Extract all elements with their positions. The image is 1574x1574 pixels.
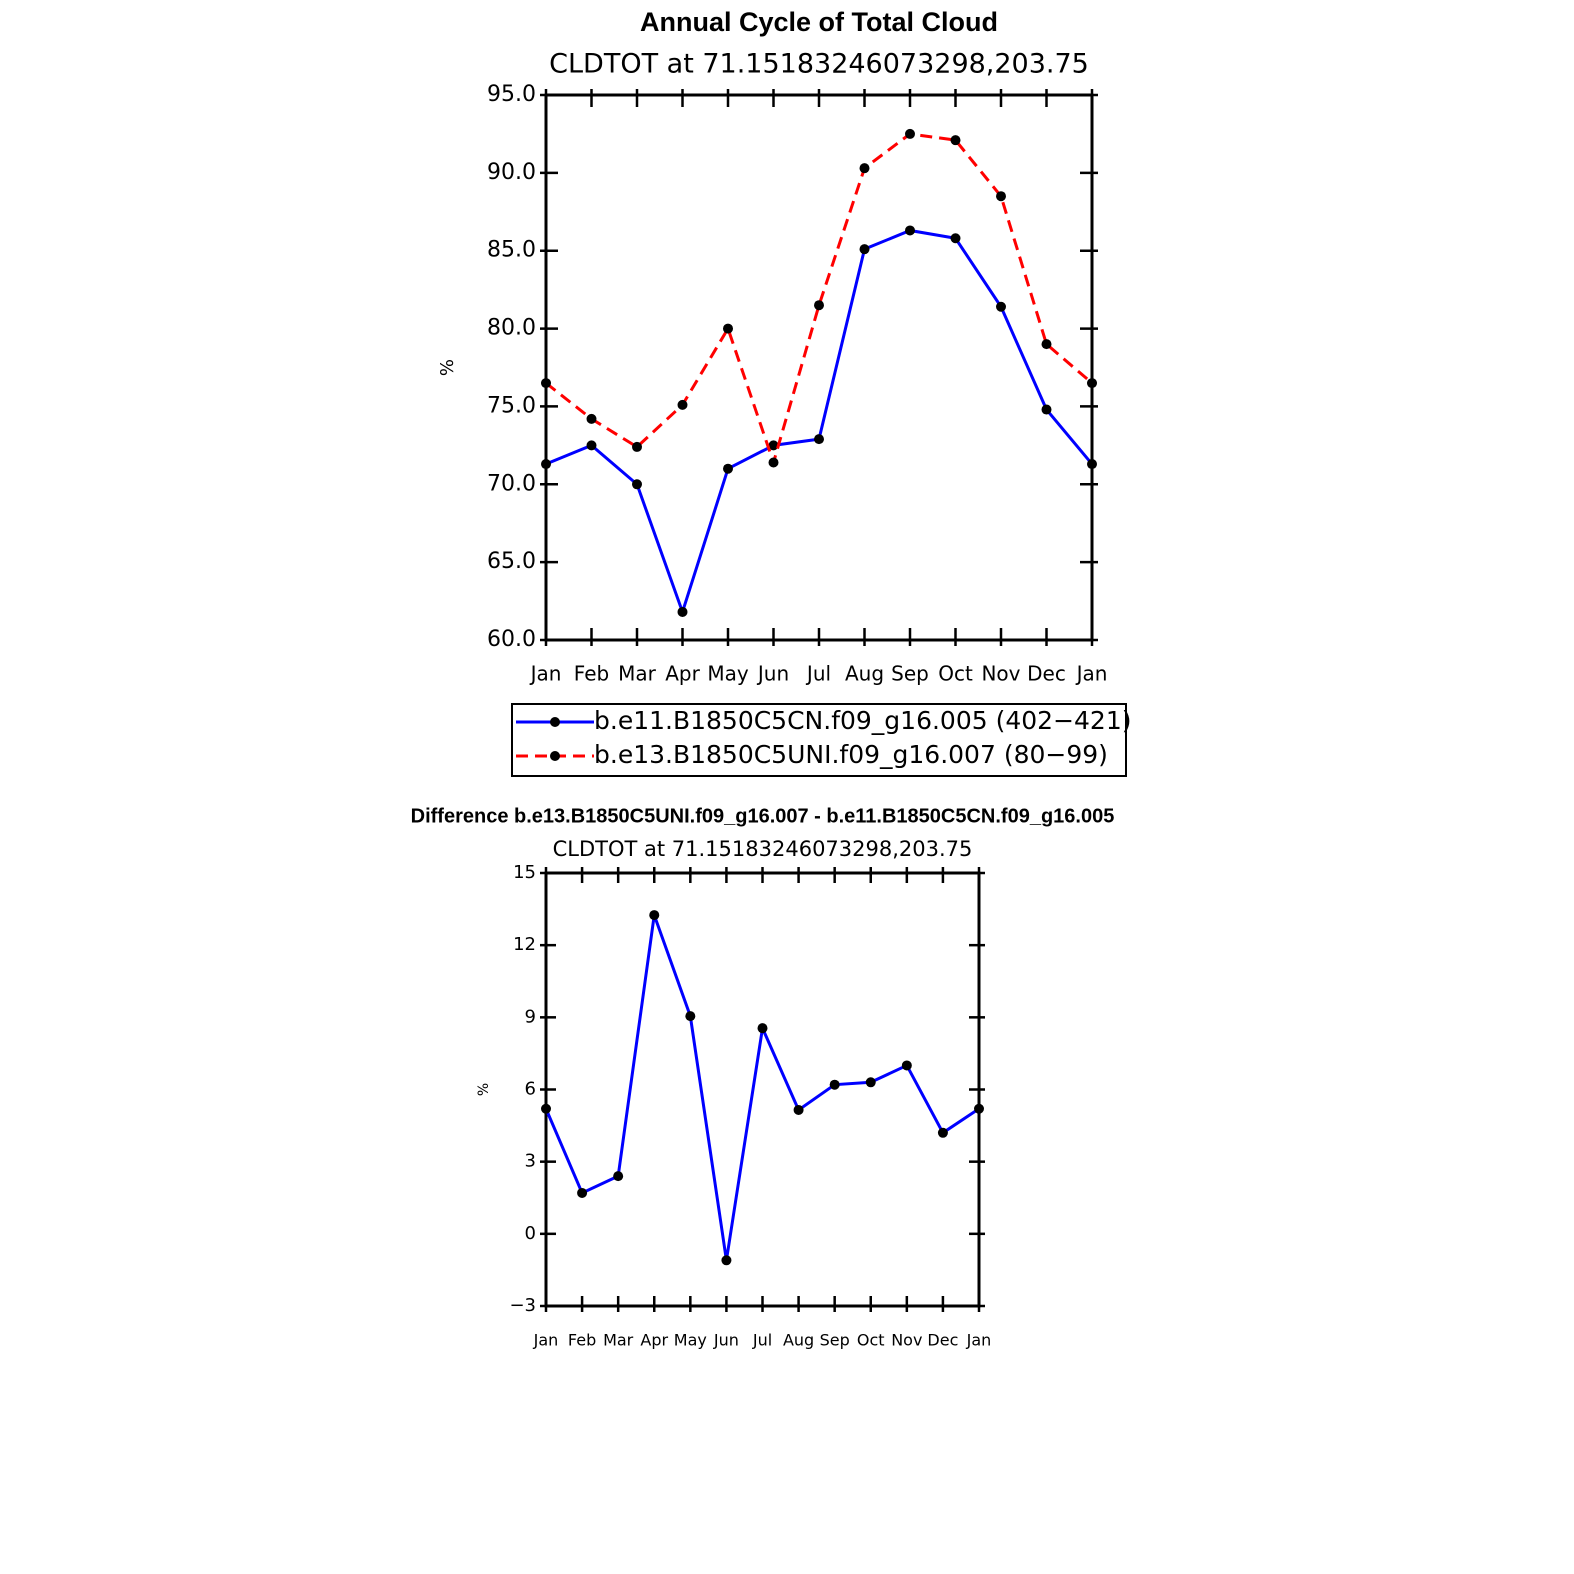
x-tick-label: Apr	[665, 662, 700, 686]
data-point	[541, 1103, 551, 1114]
data-point	[677, 606, 688, 617]
data-point	[685, 1011, 696, 1022]
data-point	[905, 225, 915, 236]
x-tick-label: Aug	[845, 662, 884, 686]
y-tick-label: 85.0	[487, 238, 536, 263]
data-point	[859, 244, 870, 255]
data-point	[649, 910, 660, 921]
data-point	[721, 1255, 732, 1266]
data-point	[901, 1060, 912, 1071]
data-point	[677, 399, 688, 410]
x-tick-label: Oct	[938, 662, 973, 686]
x-tick-label: Dec	[1027, 662, 1066, 686]
legend-marker	[550, 717, 560, 727]
x-tick-label: Jan	[966, 1331, 992, 1350]
x-tick-label: Nov	[981, 662, 1020, 686]
data-point	[757, 1023, 768, 1034]
x-tick-label: May	[674, 1331, 707, 1350]
data-point	[1087, 459, 1097, 470]
data-point	[974, 1103, 984, 1114]
data-point	[768, 457, 779, 468]
data-point	[541, 378, 551, 389]
x-tick-label: Jan	[529, 662, 562, 686]
data-point	[996, 191, 1006, 202]
x-tick-label: Sep	[820, 1331, 850, 1350]
chart-subtitle: CLDTOT at 71.15183246073298,203.75	[553, 837, 973, 861]
y-tick-label: 70.0	[487, 471, 536, 496]
x-tick-label: Aug	[783, 1331, 814, 1350]
y-tick-label: 60.0	[487, 627, 536, 652]
y-tick-label: 15	[513, 862, 536, 883]
x-tick-label: Jan	[533, 1331, 559, 1350]
y-tick-label: 80.0	[487, 316, 536, 341]
y-axis-label: %	[476, 1083, 492, 1096]
data-point	[996, 301, 1006, 312]
plot-frame	[544, 93, 1094, 642]
x-tick-label: Dec	[927, 1331, 958, 1350]
data-point	[768, 440, 779, 451]
legend-label: b.e13.B1850C5UNI.f09_g16.007 (80−99)	[594, 740, 1108, 769]
x-tick-label: Jun	[713, 1331, 739, 1350]
chart-title: Annual Cycle of Total Cloud	[640, 7, 998, 37]
series-line	[545, 132, 1093, 468]
series-line	[544, 914, 980, 1261]
data-point	[905, 128, 915, 139]
y-tick-label: 12	[513, 934, 536, 955]
x-tick-label: Jul	[805, 662, 831, 686]
data-point	[586, 440, 597, 451]
y-tick-label: 6	[525, 1079, 536, 1100]
x-tick-label: Apr	[640, 1331, 668, 1350]
y-tick-label: 95.0	[487, 82, 536, 107]
y-tick-label: 65.0	[487, 549, 536, 574]
data-point	[586, 413, 597, 424]
x-tick-label: Nov	[891, 1331, 922, 1350]
chart-title: Difference b.e13.B1850C5UNI.f09_g16.007 …	[411, 805, 1115, 827]
data-point	[814, 300, 824, 311]
x-tick-label: Jun	[756, 662, 789, 686]
data-point	[723, 323, 733, 334]
x-tick-label: Feb	[568, 1331, 596, 1350]
data-point	[632, 441, 642, 452]
data-point	[950, 233, 961, 244]
data-point	[937, 1127, 948, 1138]
x-tick-label: Sep	[891, 662, 929, 686]
x-tick-label: Jan	[1075, 662, 1108, 686]
data-point	[577, 1187, 588, 1198]
data-point	[859, 163, 870, 174]
chart-subtitle: CLDTOT at 71.15183246073298,203.75	[549, 49, 1089, 80]
legend-marker	[550, 751, 560, 761]
x-tick-label: May	[707, 662, 749, 686]
plot-frame	[544, 871, 981, 1308]
data-point	[1041, 404, 1052, 415]
data-point	[793, 1104, 804, 1115]
series-line	[545, 228, 1094, 617]
y-tick-label: 0	[525, 1223, 536, 1244]
data-point	[829, 1079, 840, 1090]
x-tick-label: Mar	[603, 1331, 634, 1350]
data-point	[1041, 339, 1052, 350]
y-tick-label: 75.0	[487, 393, 536, 418]
y-tick-label: 3	[525, 1151, 536, 1172]
data-point	[950, 135, 961, 146]
legend-box	[511, 703, 1127, 777]
data-point	[723, 463, 733, 474]
data-point	[1087, 378, 1097, 389]
x-tick-label: Oct	[857, 1331, 885, 1350]
legend-label: b.e11.B1850C5CN.f09_g16.005 (402−421)	[594, 706, 1132, 735]
y-tick-label: 90.0	[487, 160, 536, 185]
data-point	[632, 479, 642, 490]
y-tick-label: −3	[509, 1295, 536, 1316]
data-point	[541, 459, 551, 470]
data-point	[613, 1171, 624, 1182]
x-tick-label: Feb	[574, 662, 609, 686]
data-point	[865, 1077, 876, 1088]
y-axis-label: %	[437, 359, 458, 376]
data-point	[814, 434, 824, 445]
y-tick-label: 9	[525, 1006, 536, 1027]
x-tick-label: Mar	[618, 662, 657, 686]
x-tick-label: Jul	[752, 1331, 772, 1350]
